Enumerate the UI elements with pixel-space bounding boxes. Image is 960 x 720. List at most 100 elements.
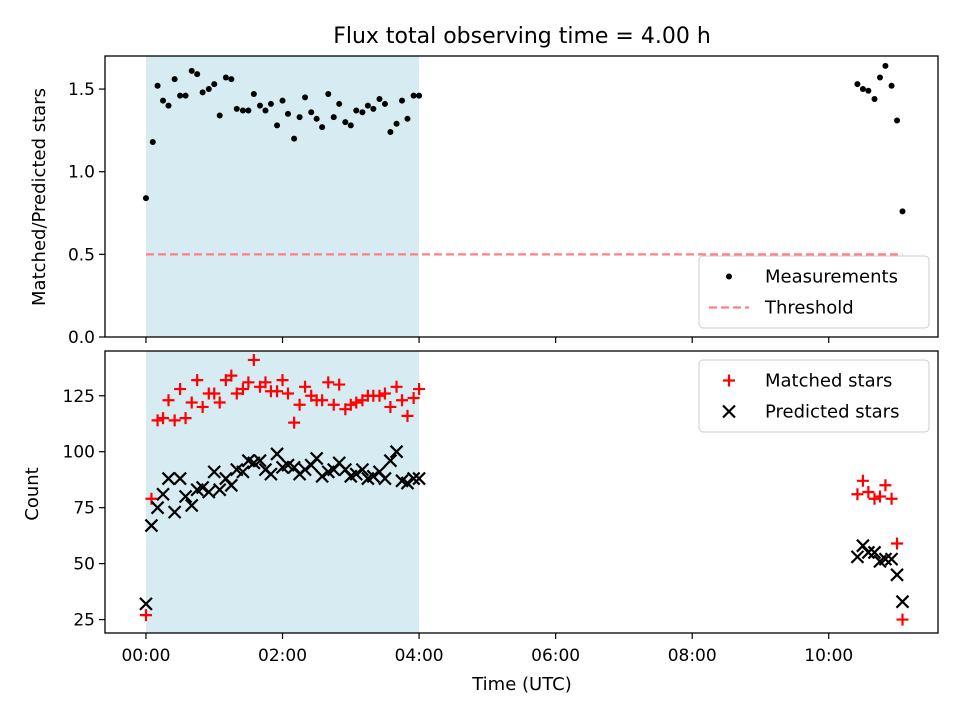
predicted-star-point (406, 471, 421, 486)
legend-label-measurements: Measurements (765, 267, 898, 288)
top-measurement-point (387, 129, 394, 136)
top-measurement-point (359, 109, 366, 116)
predicted-star-point (207, 465, 222, 479)
top-measurement-point (319, 124, 326, 131)
matched-star-point (242, 376, 255, 389)
matched-star-point (384, 400, 397, 413)
matched-star-point (259, 376, 272, 389)
top-measurement-point (882, 62, 889, 69)
top-measurement-point (205, 86, 212, 93)
predicted-star-point (156, 487, 170, 502)
bottom-y-tick-label: 25 (73, 611, 95, 631)
top-measurement-point (399, 97, 406, 104)
matched-star-point (344, 398, 357, 411)
bottom-legend: Matched stars Predicted stars (698, 359, 930, 433)
bottom-legend-box (698, 359, 930, 433)
top-y-tick-label: 1.0 (68, 163, 95, 183)
top-measurement-point (149, 138, 156, 145)
legend-label-predicted-stars: Predicted stars (765, 402, 899, 423)
bottom-y-axis-label: Count (22, 467, 43, 520)
top-measurement-point (899, 208, 906, 215)
matched-star-point (885, 492, 898, 505)
top-measurement-point (313, 115, 320, 122)
matched-star-point (373, 389, 386, 402)
matched-star-point (350, 396, 363, 409)
predicted-star-point (173, 471, 187, 486)
matched-star-point (225, 369, 238, 382)
top-measurement-point (308, 109, 315, 116)
top-plot-frame (104, 55, 939, 338)
bottom-panel: 25 50 75 100 125 00:00 02:00 04:00 06:00 08:00 10:… (63, 350, 939, 666)
legend-plus-icon (723, 374, 735, 387)
x-tick-label: 08:00 (668, 646, 717, 666)
top-measurement-point (160, 97, 167, 104)
matched-star-point (196, 400, 209, 413)
matched-star-point (868, 492, 881, 505)
top-measurement-point (302, 94, 309, 101)
predicted-star-point (389, 444, 404, 459)
predicted-star-point (195, 480, 210, 495)
top-measurement-point (342, 119, 349, 126)
matched-star-point (276, 374, 289, 387)
top-measurement-point (171, 76, 178, 83)
top-measurement-point (325, 91, 332, 98)
x-tick-label: 10:00 (804, 646, 853, 666)
matched-star-point (378, 387, 391, 400)
predicted-star-point (144, 518, 159, 533)
matched-star-point (168, 414, 181, 427)
top-y-tick-label: 1.5 (68, 80, 95, 100)
x-axis-label: Time (UTC) (471, 674, 572, 695)
predicted-star-point (150, 500, 165, 515)
top-measurement-point (336, 100, 343, 107)
top-measurement-point (239, 107, 246, 114)
top-measurement-point (216, 112, 223, 119)
top-measurement-point (165, 102, 172, 109)
matched-star-point (299, 380, 312, 393)
top-measurement-point (364, 102, 371, 109)
top-measurement-point (279, 97, 286, 104)
predicted-star-point (378, 471, 392, 486)
predicted-star-point (253, 453, 267, 468)
matched-star-point (896, 613, 909, 626)
matched-star-point (333, 378, 346, 391)
top-measurement-point (854, 81, 861, 88)
top-legend: Measurements Threshold (698, 255, 930, 329)
matched-star-point (230, 387, 243, 400)
top-measurement-point (250, 91, 257, 98)
legend-dot-icon (726, 273, 732, 280)
matched-star-point (213, 396, 226, 409)
predicted-star-point (861, 545, 876, 560)
predicted-star-point (224, 478, 239, 493)
predicted-star-point (366, 469, 381, 484)
top-measurement-point (199, 89, 206, 96)
matched-star-point (208, 387, 221, 400)
top-measurement-point (228, 76, 235, 83)
top-measurement-point (142, 195, 149, 202)
matched-star-point (236, 383, 249, 396)
top-measurement-point (416, 92, 423, 99)
top-y-tick-label: 0.5 (68, 245, 95, 265)
predicted-star-point (349, 467, 364, 481)
matched-star-point (293, 398, 306, 411)
predicted-star-point (890, 568, 904, 582)
top-measurement-point (194, 71, 201, 78)
top-measurement-point (410, 92, 417, 99)
matched-star-point (247, 353, 260, 366)
legend-x-icon (722, 404, 736, 419)
matched-star-point (862, 486, 875, 498)
predicted-star-point (178, 489, 193, 504)
top-measurement-point (404, 115, 411, 122)
predicted-star-point (400, 476, 415, 490)
matched-star-point (879, 479, 892, 492)
predicted-star-point (867, 545, 882, 560)
matched-star-point (856, 474, 869, 487)
matched-star-point (281, 387, 294, 400)
matched-star-point (327, 398, 340, 411)
predicted-star-point (212, 482, 227, 497)
matched-star-point (139, 609, 152, 622)
bottom-plot-frame (104, 350, 939, 634)
top-measurement-point (177, 92, 184, 99)
top-measurement-point (888, 82, 895, 89)
top-measurement-point (256, 102, 263, 109)
top-measurement-point (876, 74, 883, 81)
